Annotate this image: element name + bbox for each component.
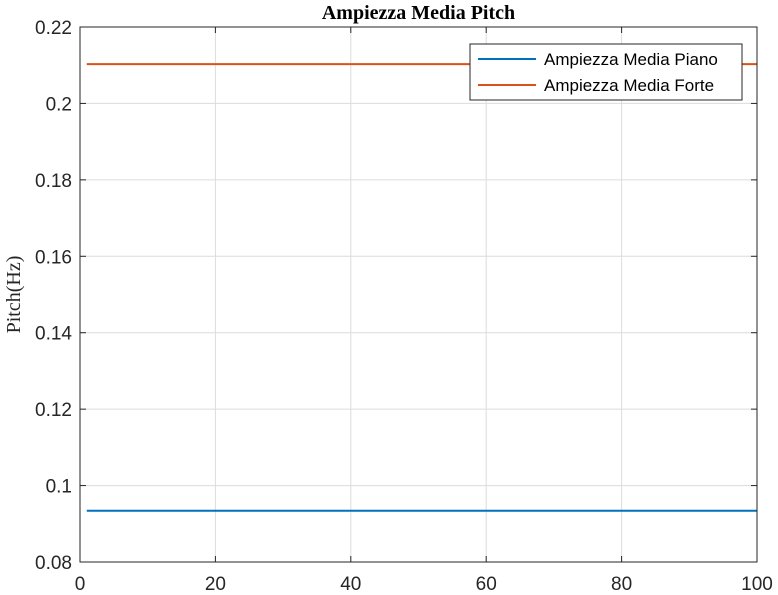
x-tick-label: 100 [741, 574, 773, 595]
y-axis-label: Pitch(Hz) [3, 256, 25, 334]
y-tick-label: 0.08 [35, 553, 72, 574]
y-tick-label: 0.22 [35, 18, 72, 39]
x-tick-label: 20 [205, 574, 226, 595]
y-tick-label: 0.2 [46, 94, 72, 115]
y-tick-label: 0.18 [35, 171, 72, 192]
x-tick-label: 80 [611, 574, 632, 595]
y-tick-label: 0.12 [35, 400, 72, 421]
legend-box [469, 43, 743, 101]
legend-label: Ampiezza Media Piano [544, 50, 718, 69]
x-tick-label: 60 [476, 574, 497, 595]
axes-frame [79, 26, 758, 563]
y-tick-label: 0.16 [35, 247, 72, 268]
grid-lines [80, 27, 757, 562]
legend: Ampiezza Media Piano Ampiezza Media Forte [469, 43, 743, 101]
legend-label: Ampiezza Media Forte [544, 76, 714, 95]
axis-ticks: 0 20 40 60 80 100 0.08 0.1 0.12 0.14 0.16 0.18 0.2 0.… [35, 18, 773, 595]
y-tick-label: 0.1 [46, 477, 72, 498]
y-tick-label: 0.14 [35, 324, 72, 345]
series-lines [86, 63, 757, 512]
chart-title: Ampiezza Media Pitch [322, 2, 515, 24]
x-tick-label: 40 [340, 574, 361, 595]
x-tick-label: 0 [75, 574, 86, 595]
